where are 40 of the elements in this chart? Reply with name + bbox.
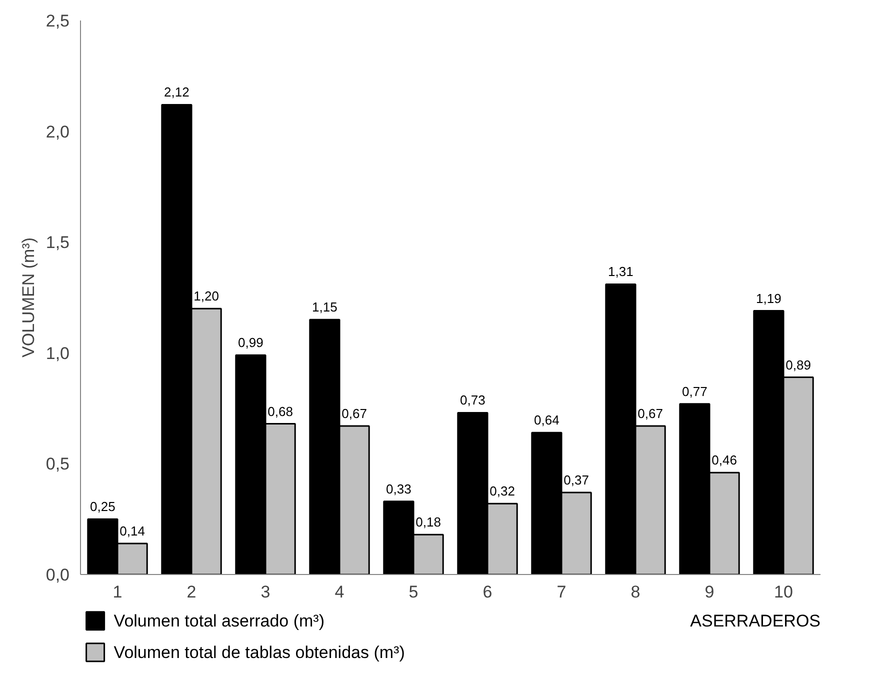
x-tick-label: 8: [630, 582, 640, 602]
data-label: 0,67: [342, 406, 367, 422]
data-label: 0,77: [682, 384, 708, 399]
data-label: 0,46: [712, 452, 737, 468]
data-label: 0,33: [386, 481, 412, 496]
legend-label: Volumen total de tablas obtenidas (m³): [114, 642, 405, 662]
data-label: 1,15: [312, 300, 338, 315]
x-tick-label: 2: [186, 582, 196, 602]
y-tick-label: 0,0: [46, 566, 70, 584]
data-label: 0,67: [638, 406, 663, 422]
y-tick-label: 2,5: [46, 12, 70, 30]
data-label: 0,25: [90, 499, 116, 514]
x-tick-label: 4: [334, 582, 344, 602]
x-tick-label: 7: [556, 582, 566, 602]
data-label: 0,14: [120, 523, 145, 538]
x-tick-label: 6: [482, 582, 492, 602]
data-label: 0,89: [786, 357, 811, 372]
data-label: 0,37: [564, 472, 589, 488]
y-tick-label: 0,5: [46, 454, 70, 474]
data-label: 0,73: [460, 392, 486, 408]
x-tick-label: 3: [260, 582, 270, 602]
data-label: 1,20: [194, 288, 219, 304]
data-label: 0,18: [416, 514, 441, 530]
data-label: 0,64: [534, 412, 560, 428]
y-tick-label: 1,0: [46, 344, 70, 363]
data-label: 0,32: [490, 484, 515, 499]
data-label: 2,12: [164, 84, 190, 100]
data-label: 1,31: [608, 264, 634, 280]
legend-label: Volumen total aserrado (m³): [114, 611, 325, 630]
x-tick-label: 9: [704, 582, 714, 602]
x-tick-label: 5: [408, 582, 418, 602]
x-tick-label: 1: [112, 582, 122, 602]
x-axis-title: ASERRADEROS: [690, 611, 821, 630]
y-tick-label: 2,0: [46, 122, 70, 142]
data-label: 0,68: [268, 404, 293, 419]
data-label: 0,99: [238, 335, 264, 350]
data-label: 1,19: [756, 290, 782, 306]
y-axis-title: VOLUMEN (m³): [18, 238, 38, 358]
x-tick-label: 10: [774, 582, 793, 602]
y-tick-label: 1,5: [46, 233, 70, 252]
